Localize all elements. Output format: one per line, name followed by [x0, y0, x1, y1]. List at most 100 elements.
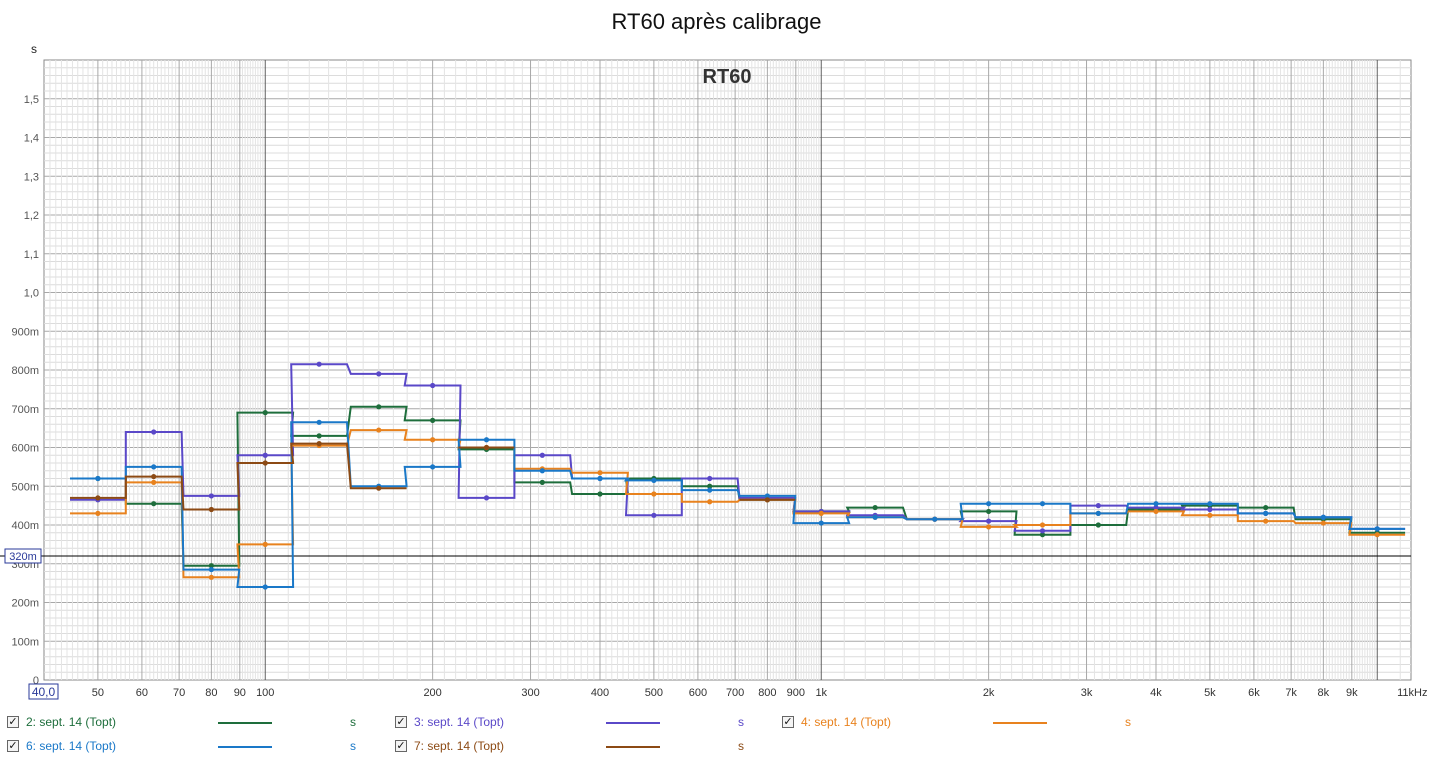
data-point	[1095, 522, 1101, 528]
data-point	[208, 563, 214, 569]
y-tick-label: 900m	[11, 326, 39, 338]
data-point	[316, 433, 322, 439]
x-tick-label: 100	[256, 687, 274, 699]
data-point	[430, 437, 436, 443]
legend-label: 3: sept. 14 (Topt)	[414, 715, 505, 729]
data-point	[430, 417, 436, 423]
data-point	[597, 491, 603, 497]
legend-item[interactable]: ✓ 3: sept. 14 (Topt) s	[395, 714, 775, 734]
x-start-box[interactable]: 40,0	[28, 683, 59, 700]
legend-unit: s	[1125, 715, 1131, 729]
legend-label: 7: sept. 14 (Topt)	[414, 739, 505, 753]
data-point	[208, 566, 214, 573]
data-point	[707, 475, 713, 482]
legend-checkbox[interactable]: ✓	[7, 739, 19, 752]
data-point	[151, 429, 157, 435]
legend-unit: s	[738, 715, 744, 729]
legend-checkbox[interactable]: ✓	[782, 715, 794, 728]
y-tick-label: 100m	[11, 636, 39, 648]
data-point	[376, 404, 382, 410]
x-tick-label: 90	[234, 687, 246, 699]
legend-unit: s	[350, 715, 356, 729]
data-point	[539, 452, 545, 458]
x-start-label: 40,0	[32, 685, 56, 699]
y-tick-label: 0	[33, 675, 39, 687]
data-point	[151, 464, 157, 470]
data-point	[316, 419, 322, 425]
cursor-value-label: 320m	[9, 551, 37, 563]
legend-swatch	[606, 746, 660, 748]
legend-checkbox[interactable]: ✓	[7, 715, 19, 728]
legend-checkbox[interactable]: ✓	[395, 739, 407, 752]
x-tick-label: 500	[645, 687, 663, 699]
data-point	[262, 584, 268, 590]
data-point	[1039, 501, 1046, 507]
data-point	[316, 361, 322, 367]
data-point	[1374, 526, 1380, 532]
x-tick-label: 9k	[1346, 687, 1358, 699]
data-point	[376, 371, 382, 377]
data-point	[376, 485, 382, 491]
data-point	[764, 497, 770, 503]
data-point	[483, 437, 490, 443]
data-point	[262, 452, 268, 458]
y-tick-label: 500m	[11, 481, 39, 493]
x-tick-label: 900	[787, 687, 805, 699]
data-point	[1320, 514, 1326, 520]
data-point	[872, 514, 878, 520]
data-point	[1263, 504, 1269, 511]
data-point	[376, 427, 382, 433]
data-point	[539, 468, 545, 474]
page-title: RT60 après calibrage	[611, 9, 822, 34]
legend-swatch	[218, 746, 272, 748]
legend-item[interactable]: ✓ 7: sept. 14 (Topt) s	[395, 738, 775, 758]
data-point	[151, 473, 157, 480]
data-point	[818, 510, 824, 516]
data-point	[1207, 506, 1213, 513]
series-line	[70, 442, 407, 511]
data-point	[707, 499, 713, 505]
x-tick-label: 80	[205, 687, 217, 699]
legend-swatch	[606, 722, 660, 724]
x-tick-label: 1k	[815, 687, 827, 699]
x-tick-label: 50	[92, 687, 104, 699]
data-point	[1095, 510, 1101, 516]
x-tick-label: 400	[591, 687, 609, 699]
data-point	[262, 410, 268, 416]
data-point	[1263, 510, 1269, 516]
legend-checkbox[interactable]: ✓	[395, 715, 407, 728]
legend-row: ✓ 6: sept. 14 (Topt) s ✓ 7: sept. 14 (Topt) s	[0, 738, 1433, 758]
legend-label: 6: sept. 14 (Topt)	[26, 739, 117, 753]
data-point	[986, 518, 992, 524]
data-point	[95, 495, 101, 501]
y-tick-label: 600m	[11, 443, 39, 455]
data-point	[151, 501, 157, 507]
data-point	[707, 487, 713, 493]
x-tick-label: 800	[758, 687, 776, 699]
legend-unit: s	[350, 739, 356, 753]
legend-item[interactable]: ✓ 6: sept. 14 (Topt) s	[7, 738, 387, 758]
y-tick-label: 800m	[11, 365, 39, 377]
x-tick-labels: 50 60 70 80 90 100 200 300 400 500 600 700 800 900 1k 2…	[92, 687, 1428, 699]
legend-label: 4: sept. 14 (Topt)	[801, 715, 892, 729]
data-point	[597, 475, 603, 482]
data-point	[151, 479, 157, 485]
data-point	[1095, 503, 1101, 509]
y-tick-label: 700m	[11, 404, 39, 416]
data-point	[208, 493, 214, 499]
data-point	[430, 382, 436, 389]
legend-item[interactable]: ✓ 4: sept. 14 (Topt) s	[782, 714, 1162, 734]
legend-item[interactable]: ✓ 2: sept. 14 (Topt) s	[7, 714, 387, 734]
data-point	[316, 441, 322, 447]
data-point	[872, 504, 878, 511]
data-point	[764, 493, 770, 499]
legend-swatch	[993, 722, 1047, 724]
y-tick-label: 200m	[11, 598, 39, 610]
cursor-line[interactable]: 320m	[0, 548, 1411, 564]
data-point	[483, 495, 490, 501]
data-point	[1039, 528, 1046, 534]
x-tick-label: 200	[423, 687, 441, 699]
legend-swatch	[218, 722, 272, 724]
data-point	[707, 483, 713, 489]
